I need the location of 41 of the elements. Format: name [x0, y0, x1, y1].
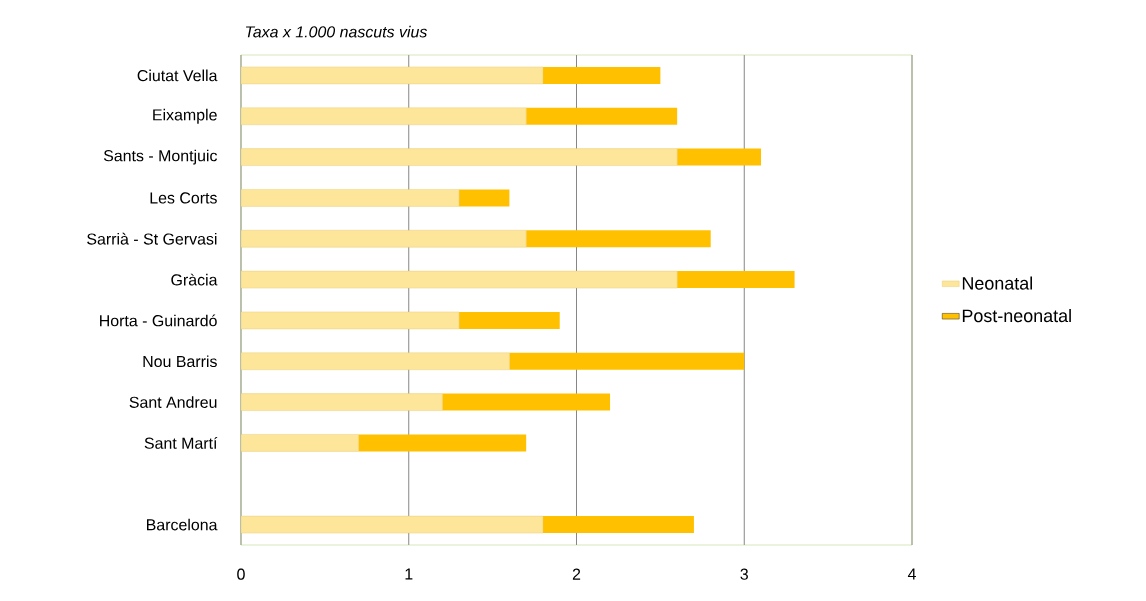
y-tick-label: Gràcia — [171, 273, 218, 286]
bar — [241, 515, 544, 534]
x-tick-label: 2 — [572, 568, 581, 580]
chart-title: Taxa x 1.000 nascuts vius — [245, 25, 427, 38]
bar — [241, 352, 510, 370]
y-tick-label: Nou Barris — [143, 355, 217, 368]
y-tick-label: Les Corts — [150, 192, 217, 204]
bar — [358, 434, 527, 452]
legend-label: Neonatal — [962, 276, 1032, 290]
x-tick-label: 1 — [405, 568, 413, 580]
bar — [241, 393, 443, 411]
bar — [509, 352, 745, 370]
bar — [241, 230, 527, 248]
y-tick-label: Sant Martí — [144, 436, 218, 449]
x-tick-label: 0 — [237, 568, 245, 580]
bar — [526, 230, 711, 248]
y-tick-label: Horta - Guinardó — [100, 314, 217, 327]
y-tick-label: Ciutat Vella — [137, 69, 218, 82]
y-tick-label: Eixample — [153, 108, 217, 124]
bar — [677, 148, 762, 166]
y-tick-label: Barcelona — [147, 518, 218, 531]
bar — [241, 148, 678, 166]
bar — [677, 271, 795, 289]
bar — [241, 311, 460, 330]
bar — [241, 189, 460, 207]
bar — [526, 107, 678, 125]
y-tick-label: Sarrià - St Gervasi — [87, 232, 217, 245]
x-tick-label: 4 — [907, 568, 916, 580]
x-tick-label: 3 — [740, 568, 748, 580]
legend-label: Post-neonatal — [962, 308, 1071, 323]
bar — [241, 66, 544, 85]
bar — [241, 434, 359, 452]
y-tick-label: Sant Andreu — [129, 396, 217, 408]
bar — [459, 311, 560, 329]
bar — [241, 107, 527, 125]
bar — [542, 66, 661, 84]
bar — [442, 393, 611, 411]
bar — [459, 189, 510, 207]
bar — [542, 516, 694, 534]
y-tick-label: Sants - Montjuic — [103, 149, 218, 165]
bar — [241, 270, 678, 289]
